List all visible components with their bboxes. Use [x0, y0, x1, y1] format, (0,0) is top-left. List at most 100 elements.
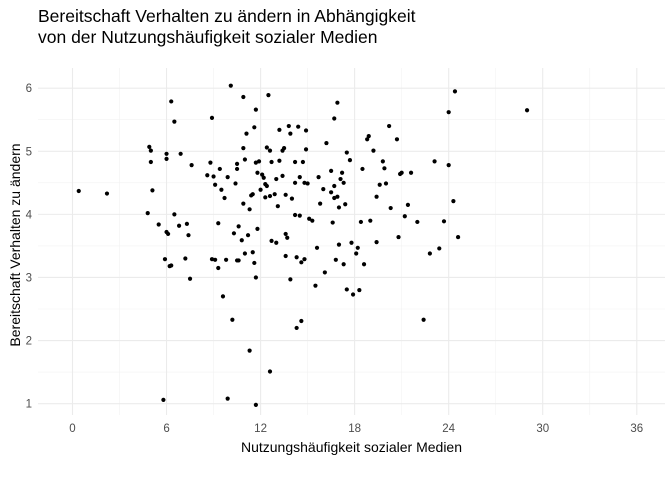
data-point — [172, 119, 177, 124]
y-axis-title: Bereitschaft Verhalten zu ändern — [7, 143, 23, 346]
data-point — [437, 246, 442, 251]
y-tick-label: 5 — [26, 146, 32, 158]
grid-minor — [38, 68, 665, 415]
data-point — [260, 172, 265, 177]
data-point — [354, 251, 359, 256]
data-point — [250, 250, 255, 255]
data-point — [313, 283, 318, 288]
data-point — [233, 181, 238, 186]
data-point — [305, 181, 310, 186]
chart-title-line-2: von der Nutzungshäufigkeit sozialer Medi… — [38, 27, 378, 47]
data-point — [427, 251, 432, 256]
data-point — [344, 287, 349, 292]
x-tick-label: 24 — [442, 423, 455, 435]
data-point — [241, 146, 246, 151]
data-point — [399, 170, 404, 175]
data-point — [264, 145, 269, 150]
data-point — [451, 199, 456, 204]
data-point — [339, 170, 345, 175]
data-point — [347, 158, 353, 163]
data-point — [220, 294, 226, 299]
x-axis-ticks: 0 6 12 18 24 30 36 — [69, 423, 643, 435]
data-point — [524, 108, 530, 113]
x-tick-label: 30 — [536, 423, 549, 435]
data-point — [332, 116, 337, 121]
data-point — [355, 245, 360, 250]
data-point — [349, 240, 354, 245]
data-points — [76, 83, 530, 408]
data-point — [368, 218, 373, 223]
data-point — [275, 204, 280, 209]
data-point — [267, 193, 273, 199]
data-point — [382, 166, 387, 171]
data-point — [432, 159, 437, 164]
data-point — [396, 234, 401, 240]
data-point — [245, 233, 251, 238]
chart-title: Bereitschaft Verhalten zu ändern in Abhä… — [38, 6, 415, 48]
data-point — [224, 257, 229, 262]
data-point — [336, 242, 342, 247]
data-point — [380, 159, 385, 164]
data-point — [167, 264, 172, 269]
data-point — [338, 176, 343, 182]
data-point — [178, 151, 183, 156]
y-tick-label: 4 — [26, 209, 33, 221]
data-point — [274, 176, 279, 182]
data-point — [217, 166, 222, 172]
data-point — [148, 159, 153, 165]
data-point — [164, 151, 169, 156]
data-point — [297, 175, 302, 180]
grid-major — [38, 68, 665, 415]
data-point — [253, 107, 258, 112]
data-point — [332, 183, 337, 189]
data-point — [209, 115, 215, 120]
data-point — [377, 182, 382, 187]
data-point — [225, 396, 230, 401]
data-point — [302, 180, 307, 185]
data-point — [452, 89, 458, 94]
data-point — [255, 226, 260, 231]
data-point — [250, 192, 255, 197]
data-point — [288, 131, 293, 136]
data-point — [344, 150, 349, 155]
data-point — [231, 231, 237, 236]
data-point — [247, 207, 252, 212]
data-point — [383, 181, 389, 186]
data-point — [297, 213, 302, 218]
x-tick-label: 0 — [69, 423, 75, 435]
data-point — [269, 159, 274, 165]
data-point — [299, 260, 304, 265]
data-point — [266, 93, 271, 98]
data-point — [421, 317, 426, 322]
data-point — [303, 147, 309, 152]
data-point — [336, 205, 342, 210]
data-point — [350, 292, 356, 297]
data-point — [147, 144, 152, 149]
data-point — [394, 137, 400, 142]
data-point — [441, 219, 447, 224]
data-point — [446, 110, 451, 115]
y-tick-label: 6 — [26, 83, 32, 95]
data-point — [318, 201, 323, 206]
data-point — [288, 277, 293, 282]
data-point — [166, 231, 171, 237]
data-point — [286, 123, 291, 129]
data-point — [322, 270, 327, 275]
data-point — [263, 181, 268, 187]
data-point — [387, 123, 392, 129]
data-point — [314, 245, 320, 250]
data-point — [280, 173, 285, 178]
data-point — [274, 240, 279, 245]
data-point — [267, 148, 273, 153]
y-tick-label: 3 — [26, 272, 32, 284]
data-point — [242, 157, 248, 162]
data-point — [335, 194, 340, 199]
data-point — [247, 348, 252, 353]
data-point — [292, 159, 298, 165]
data-point — [234, 166, 240, 172]
data-point — [236, 258, 241, 263]
data-point — [292, 180, 298, 185]
data-point — [213, 257, 218, 262]
data-point — [230, 317, 235, 322]
data-point — [324, 140, 329, 146]
